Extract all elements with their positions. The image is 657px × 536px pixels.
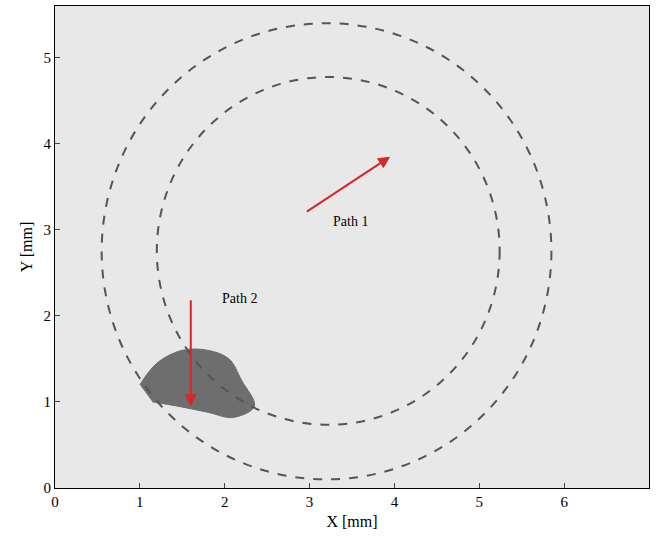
svg-text:Path 1: Path 1 bbox=[333, 214, 368, 229]
svg-text:Y [mm]: Y [mm] bbox=[18, 222, 35, 273]
svg-text:3: 3 bbox=[44, 222, 52, 238]
svg-text:2: 2 bbox=[44, 308, 52, 324]
svg-text:X [mm]: X [mm] bbox=[326, 513, 377, 530]
svg-text:5: 5 bbox=[44, 50, 52, 66]
svg-text:4: 4 bbox=[391, 494, 399, 510]
svg-text:5: 5 bbox=[476, 494, 484, 510]
svg-text:6: 6 bbox=[560, 494, 568, 510]
svg-text:3: 3 bbox=[306, 494, 314, 510]
svg-text:2: 2 bbox=[221, 494, 229, 510]
svg-text:1: 1 bbox=[136, 494, 144, 510]
svg-text:0: 0 bbox=[51, 494, 59, 510]
svg-text:4: 4 bbox=[44, 136, 52, 152]
svg-text:1: 1 bbox=[44, 394, 52, 410]
svg-text:Path 2: Path 2 bbox=[222, 291, 257, 306]
svg-text:0: 0 bbox=[44, 480, 52, 496]
